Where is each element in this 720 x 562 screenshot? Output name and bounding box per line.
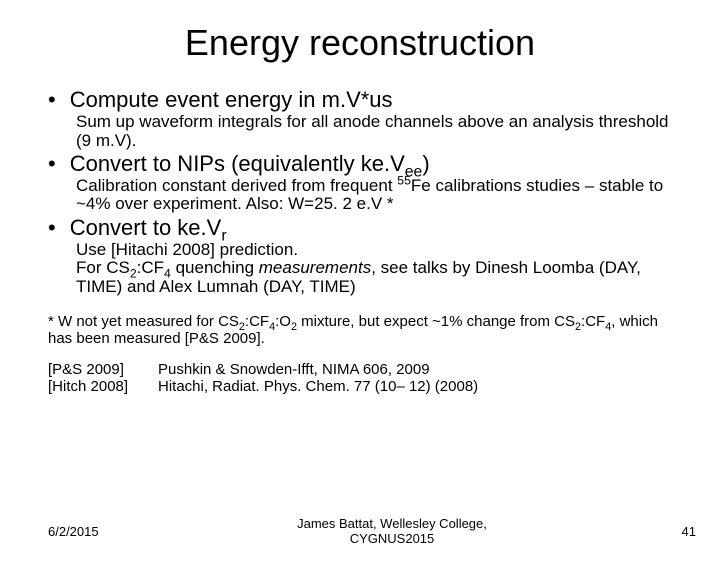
bullet-row: • Convert to NIPs (equivalently ke.Vee) (48, 152, 680, 176)
bullet-sub-text: Calibration constant derived from freque… (48, 177, 680, 214)
bullet-main-text: Compute event energy in m.V*us (70, 88, 393, 112)
bullet-main-text: Convert to NIPs (equivalently ke.Vee) (70, 152, 430, 176)
page-number: 41 (656, 524, 696, 539)
content-area: • Compute event energy in m.V*us Sum up … (0, 88, 720, 296)
bullet-dot-icon: • (48, 217, 70, 239)
bullet-row: • Convert to ke.Vr (48, 216, 680, 240)
footer: 6/2/2015 James Battat, Wellesley College… (0, 517, 720, 546)
footnote: * W not yet measured for CS2:CF4:O2 mixt… (0, 314, 720, 347)
reference-values: Pushkin & Snowden-Ifft, NIMA 606, 2009Hi… (158, 361, 478, 396)
footer-date: 6/2/2015 (48, 524, 128, 539)
slide-title: Energy reconstruction (0, 22, 720, 64)
references: [P&S 2009][Hitch 2008] Pushkin & Snowden… (0, 361, 720, 396)
bullet-1: • Compute event energy in m.V*us Sum up … (48, 88, 680, 150)
footer-center: James Battat, Wellesley College,CYGNUS20… (128, 517, 656, 546)
bullet-3: • Convert to ke.Vr Use [Hitachi 2008] pr… (48, 216, 680, 296)
bullet-sub-text: Sum up waveform integrals for all anode … (48, 113, 680, 150)
bullet-sub-text: Use [Hitachi 2008] prediction.For CS2:CF… (48, 241, 680, 296)
bullet-main-text: Convert to ke.Vr (70, 216, 227, 240)
bullet-dot-icon: • (48, 89, 70, 111)
bullet-2: • Convert to NIPs (equivalently ke.Vee) … (48, 152, 680, 214)
bullet-row: • Compute event energy in m.V*us (48, 88, 680, 112)
reference-keys: [P&S 2009][Hitch 2008] (48, 361, 158, 396)
slide: Energy reconstruction • Compute event en… (0, 22, 720, 562)
bullet-dot-icon: • (48, 153, 70, 175)
